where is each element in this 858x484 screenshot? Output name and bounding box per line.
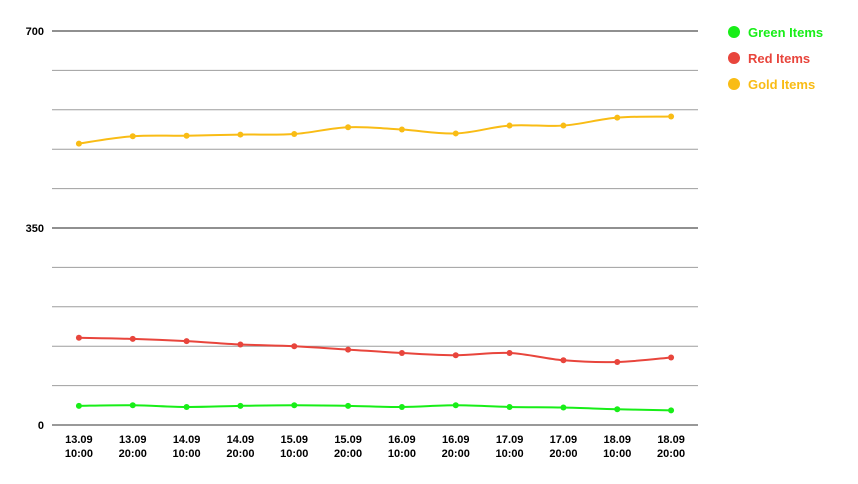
data-point-gold-items xyxy=(614,114,621,121)
x-tick-time: 20:00 xyxy=(119,448,147,460)
data-point-red-items xyxy=(75,334,82,341)
data-point-red-items xyxy=(398,349,405,356)
data-point-green-items xyxy=(668,407,675,414)
legend-label-gold-items: Gold Items xyxy=(748,77,815,92)
data-point-green-items xyxy=(398,403,405,410)
x-tick-date: 15.09 xyxy=(280,434,308,446)
x-tick-time: 10:00 xyxy=(496,448,524,460)
data-point-green-items xyxy=(291,402,298,409)
x-tick-label: 16.09 20:00 xyxy=(442,434,470,460)
x-tick-time: 20:00 xyxy=(334,448,362,460)
data-point-gold-items xyxy=(237,131,244,138)
x-tick-date: 17.09 xyxy=(496,434,524,446)
data-point-red-items xyxy=(668,354,675,361)
x-tick-date: 18.09 xyxy=(657,434,685,446)
x-tick-time: 20:00 xyxy=(657,448,685,460)
data-point-green-items xyxy=(75,402,82,409)
x-tick-time: 10:00 xyxy=(280,448,308,460)
data-point-gold-items xyxy=(75,140,82,147)
x-tick-label: 17.09 20:00 xyxy=(549,434,577,460)
legend-marker-red-items xyxy=(728,52,740,64)
data-point-red-items xyxy=(291,343,298,350)
x-tick-label: 18.09 10:00 xyxy=(603,434,631,460)
x-tick-date: 14.09 xyxy=(227,434,255,446)
data-point-red-items xyxy=(452,352,459,359)
x-tick-label: 16.09 10:00 xyxy=(388,434,416,460)
x-tick-date: 13.09 xyxy=(119,434,147,446)
y-tick-label: 700 xyxy=(26,26,44,38)
x-tick-time: 20:00 xyxy=(549,448,577,460)
data-point-green-items xyxy=(345,402,352,409)
data-point-red-items xyxy=(183,338,190,345)
x-tick-label: 17.09 10:00 xyxy=(496,434,524,460)
series-line-gold-items xyxy=(78,115,672,145)
legend: Green Items Red Items Gold Items xyxy=(728,25,823,92)
x-tick-time: 20:00 xyxy=(226,448,254,460)
x-tick-label: 14.09 10:00 xyxy=(173,434,201,460)
x-tick-date: 17.09 xyxy=(550,434,578,446)
x-tick-date: 15.09 xyxy=(334,434,362,446)
series-line-red-items xyxy=(78,336,672,364)
legend-marker-gold-items xyxy=(728,78,740,90)
x-tick-date: 14.09 xyxy=(173,434,201,446)
data-point-green-items xyxy=(560,404,567,411)
data-point-green-items xyxy=(506,403,513,410)
data-point-red-items xyxy=(129,335,136,342)
x-tick-date: 16.09 xyxy=(388,434,416,446)
data-point-green-items xyxy=(452,402,459,409)
data-point-gold-items xyxy=(506,122,513,129)
x-axis-ticks: 13.09 10:00 13.09 20:00 14.09 10:00 14.09 20:00… xyxy=(65,434,685,460)
x-tick-date: 18.09 xyxy=(603,434,631,446)
data-point-green-items xyxy=(129,402,136,409)
data-point-gold-items xyxy=(129,133,136,140)
legend-label-red-items: Red Items xyxy=(748,51,810,66)
data-point-green-items xyxy=(237,402,244,409)
legend-marker-green-items xyxy=(728,26,740,38)
data-point-gold-items xyxy=(560,122,567,129)
series-lines xyxy=(78,115,672,412)
x-tick-label: 15.09 10:00 xyxy=(280,434,308,460)
y-tick-label: 350 xyxy=(26,223,44,235)
x-tick-time: 10:00 xyxy=(173,448,201,460)
y-axis-ticks: 0 350 700 xyxy=(26,26,44,432)
x-tick-label: 13.09 10:00 xyxy=(65,434,93,460)
x-tick-label: 15.09 20:00 xyxy=(334,434,362,460)
data-point-green-items xyxy=(614,406,621,413)
x-tick-date: 16.09 xyxy=(442,434,470,446)
data-point-red-items xyxy=(345,346,352,353)
gridlines xyxy=(52,30,698,426)
data-point-red-items xyxy=(560,357,567,364)
x-tick-time: 10:00 xyxy=(388,448,416,460)
data-point-red-items xyxy=(237,341,244,348)
x-tick-time: 10:00 xyxy=(65,448,93,460)
x-tick-time: 20:00 xyxy=(442,448,470,460)
data-point-gold-items xyxy=(398,126,405,133)
series-points xyxy=(75,113,675,414)
data-point-green-items xyxy=(183,403,190,410)
legend-label-green-items: Green Items xyxy=(748,25,823,40)
data-point-red-items xyxy=(506,349,513,356)
y-tick-label: 0 xyxy=(38,420,44,432)
x-tick-date: 13.09 xyxy=(65,434,93,446)
series-line-green-items xyxy=(78,404,672,412)
data-point-red-items xyxy=(614,358,621,365)
data-point-gold-items xyxy=(291,131,298,138)
x-tick-label: 18.09 20:00 xyxy=(657,434,685,460)
x-tick-label: 14.09 20:00 xyxy=(226,434,254,460)
x-tick-label: 13.09 20:00 xyxy=(119,434,147,460)
data-point-gold-items xyxy=(452,130,459,137)
data-point-gold-items xyxy=(668,113,675,120)
data-point-gold-items xyxy=(345,124,352,131)
x-tick-time: 10:00 xyxy=(603,448,631,460)
data-point-gold-items xyxy=(183,132,190,139)
